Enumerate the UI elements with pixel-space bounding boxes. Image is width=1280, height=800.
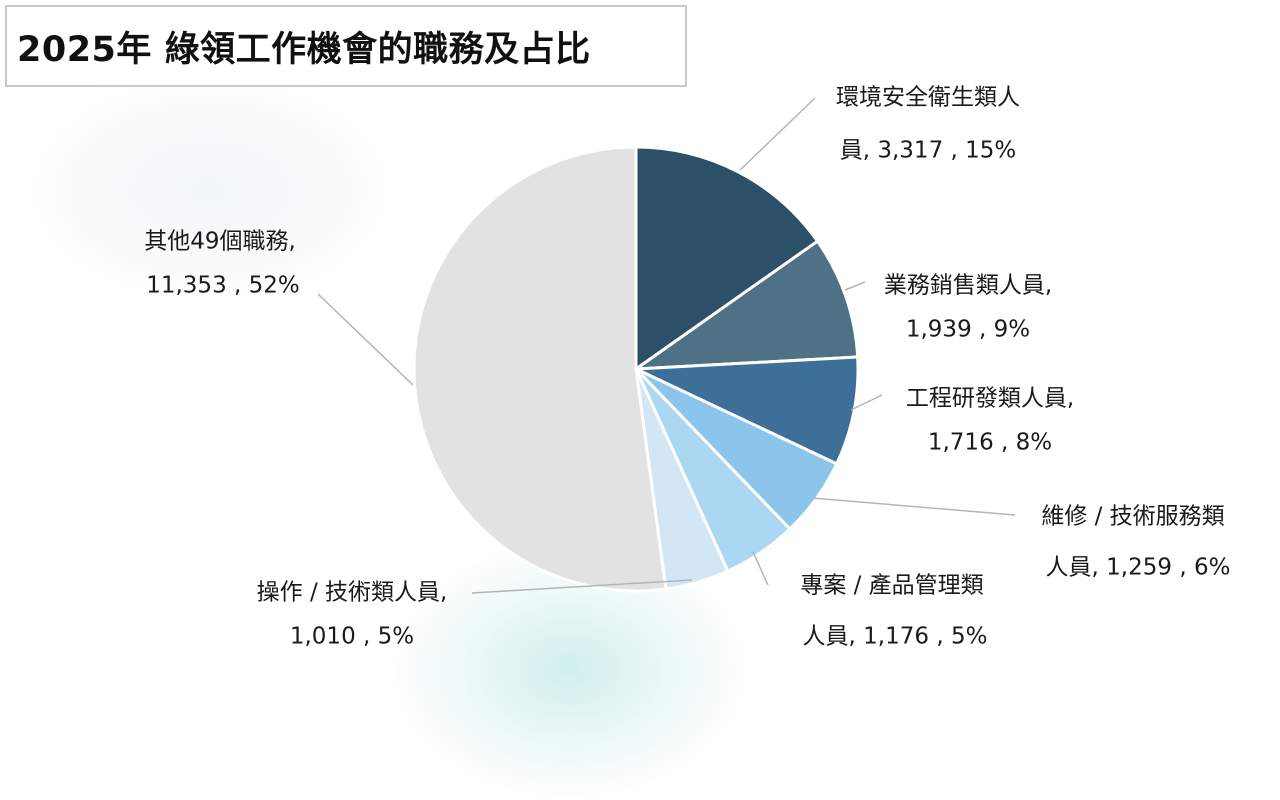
pie-slice-7 (412, 145, 668, 593)
slice-label-7-line-1: 其他49個職務, (144, 229, 296, 255)
leader-line-3 (850, 394, 883, 411)
slice-label-6-line-2: 1,010 , 5% (290, 624, 414, 650)
slice-label-1-line-1: 環境安全衛生類人 (836, 85, 1020, 111)
pie-slice-1 (634, 145, 820, 371)
slice-label-2-line-2: 1,939 , 9% (906, 317, 1030, 343)
leader-line-7 (317, 293, 414, 386)
slice-label-1-line-2: 員, 3,317 , 15% (840, 138, 1017, 164)
leader-lines (317, 97, 1016, 594)
slice-label-3-line-2: 1,716 , 8% (928, 430, 1052, 456)
leader-line-1 (739, 97, 816, 171)
slice-label-5-line-1: 專案 / 產品管理類 (800, 573, 983, 599)
slice-label-5-line-2: 人員, 1,176 , 5% (803, 624, 988, 650)
slice-label-2-line-1: 業務銷售類人員, (884, 273, 1052, 299)
pie-slice-3 (634, 355, 860, 466)
slice-label-7-line-2: 11,353 , 52% (146, 273, 300, 299)
chart-title-box: 2025年 綠領工作機會的職務及占比 (5, 5, 687, 87)
pie-slices (412, 145, 860, 593)
slice-label-3-line-1: 工程研發類人員, (906, 386, 1074, 412)
slice-label-4-line-1: 維修 / 技術服務類 (1041, 504, 1224, 530)
slice-label-6-line-1: 操作 / 技術類人員, (257, 580, 448, 606)
slice-label-4-line-2: 人員, 1,259 , 6% (1046, 555, 1231, 581)
chart-title: 2025年 綠領工作機會的職務及占比 (17, 29, 591, 70)
leader-line-5 (752, 551, 769, 586)
pie-slice-2 (634, 239, 860, 371)
background-decoration (0, 60, 420, 320)
leader-line-4 (811, 497, 1016, 516)
leader-line-6 (471, 579, 693, 594)
leader-line-2 (844, 281, 866, 291)
